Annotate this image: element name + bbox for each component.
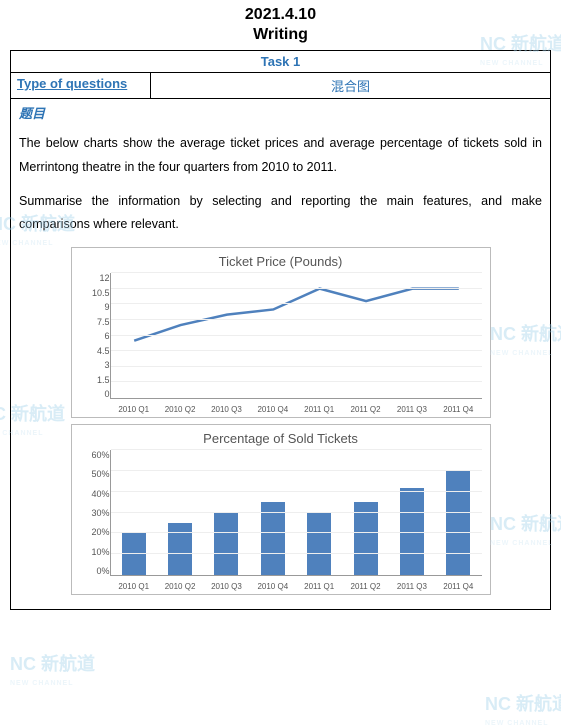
chart2-ytick: 10%	[91, 547, 109, 557]
chart1-gridline	[111, 319, 482, 320]
chart1-series-line	[134, 289, 459, 341]
chart1-gridline	[111, 335, 482, 336]
chart1-xtick: 2010 Q3	[203, 405, 249, 414]
chart1-xtick: 2011 Q2	[342, 405, 388, 414]
header-date: 2021.4.10	[0, 0, 561, 24]
chart2-bars	[111, 450, 482, 575]
chart2-bar-slot	[203, 450, 249, 575]
task-table: Task 1 Type of questions 混合图 题目 The belo…	[10, 50, 551, 610]
chart2-bar	[307, 513, 331, 576]
chart1-xtick: 2011 Q1	[296, 405, 342, 414]
prompt-para-1: The below charts show the average ticket…	[19, 132, 542, 180]
chart2-xtick: 2010 Q2	[157, 582, 203, 591]
chart2-ytick: 40%	[91, 489, 109, 499]
chart2-bar-slot	[389, 450, 435, 575]
chart1-xtick: 2010 Q1	[111, 405, 157, 414]
type-of-questions-value: 混合图	[151, 73, 550, 98]
chart2-bar	[261, 502, 285, 575]
task-label: Task 1	[11, 51, 550, 73]
chart1-ytick: 4.5	[97, 346, 110, 356]
chart2-y-axis: 60% 50% 40% 30% 20% 10% 0%	[80, 450, 110, 590]
type-of-questions-label: Type of questions	[11, 73, 151, 98]
chart2-bar	[168, 523, 192, 575]
chart2-bar-slot	[250, 450, 296, 575]
chart2-xtick: 2011 Q2	[342, 582, 388, 591]
chart2-gridline	[111, 553, 482, 554]
chart2-bar	[214, 513, 238, 576]
chart2-ytick: 60%	[91, 450, 109, 460]
chart1-gridline	[111, 366, 482, 367]
chart1-gridline	[111, 272, 482, 273]
prompt-label: 题目	[19, 103, 542, 122]
chart1-gridline	[111, 303, 482, 304]
chart2-xtick: 2011 Q4	[435, 582, 481, 591]
chart2-bar	[400, 488, 424, 576]
chart2-xtick: 2011 Q1	[296, 582, 342, 591]
chart1-gridline	[111, 288, 482, 289]
chart2-bar-slot	[435, 450, 481, 575]
chart1-y-axis: 1210.597.564.531.50	[80, 273, 110, 413]
chart1-line	[111, 273, 482, 398]
chart1-gridline	[111, 350, 482, 351]
chart2-bar	[354, 502, 378, 575]
chart2-gridline	[111, 512, 482, 513]
chart2-ytick: 50%	[91, 469, 109, 479]
chart2-plot: 2010 Q12010 Q22010 Q32010 Q42011 Q12011 …	[110, 450, 482, 576]
chart2-gridline	[111, 532, 482, 533]
chart1-x-axis: 2010 Q12010 Q22010 Q32010 Q42011 Q12011 …	[111, 405, 482, 414]
chart1-ytick: 7.5	[97, 317, 110, 327]
chart2-gridline	[111, 470, 482, 471]
chart1-ytick: 10.5	[92, 288, 110, 298]
chart1-ytick: 12	[99, 273, 109, 283]
type-row: Type of questions 混合图	[11, 73, 550, 99]
prompt-para-2: Summarise the information by selecting a…	[19, 190, 542, 238]
chart2-xtick: 2010 Q3	[203, 582, 249, 591]
chart1-xtick: 2010 Q2	[157, 405, 203, 414]
chart2-xtick: 2010 Q4	[250, 582, 296, 591]
chart1-plot: 2010 Q12010 Q22010 Q32010 Q42011 Q12011 …	[110, 273, 482, 399]
ticket-price-chart: Ticket Price (Pounds) 1210.597.564.531.5…	[71, 247, 491, 418]
prompt-section: 题目 The below charts show the average tic…	[11, 99, 550, 609]
chart2-bar-slot	[342, 450, 388, 575]
chart2-x-axis: 2010 Q12010 Q22010 Q32010 Q42011 Q12011 …	[111, 582, 482, 591]
chart2-bar-slot	[296, 450, 342, 575]
chart2-ytick: 0%	[96, 566, 109, 576]
chart2-xtick: 2011 Q3	[389, 582, 435, 591]
chart2-bar-slot	[157, 450, 203, 575]
watermark: NC 新航道NEW CHANNEL	[10, 650, 95, 688]
chart1-ytick: 1.5	[97, 375, 110, 385]
chart1-gridline	[111, 381, 482, 382]
chart2-bar	[446, 471, 470, 575]
chart2-xtick: 2010 Q1	[111, 582, 157, 591]
watermark: NC 新航道NEW CHANNEL	[485, 690, 561, 728]
chart1-xtick: 2011 Q3	[389, 405, 435, 414]
chart2-ytick: 20%	[91, 527, 109, 537]
chart2-title: Percentage of Sold Tickets	[80, 431, 482, 446]
chart1-xtick: 2010 Q4	[250, 405, 296, 414]
chart1-xtick: 2011 Q4	[435, 405, 481, 414]
chart2-gridline	[111, 491, 482, 492]
chart2-ytick: 30%	[91, 508, 109, 518]
chart1-title: Ticket Price (Pounds)	[80, 254, 482, 269]
sold-tickets-chart: Percentage of Sold Tickets 60%50%40%30%2…	[71, 424, 491, 595]
header-title: Writing	[0, 24, 561, 50]
chart2-bar-slot	[111, 450, 157, 575]
chart2-bar	[122, 533, 146, 575]
chart2-gridline	[111, 449, 482, 450]
